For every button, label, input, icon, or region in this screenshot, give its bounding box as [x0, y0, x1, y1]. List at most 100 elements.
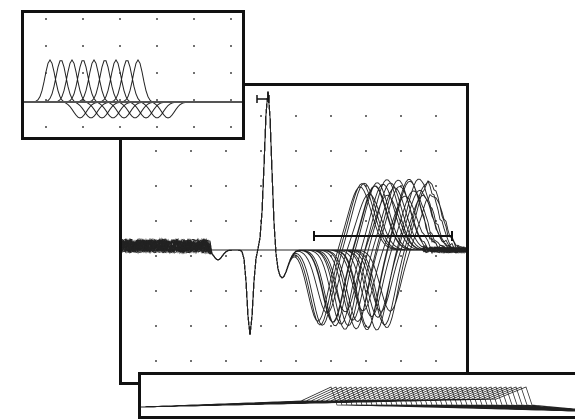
grid-dot	[435, 290, 437, 292]
grid-dot	[156, 18, 158, 20]
grid-dot	[82, 126, 84, 128]
grid-dot	[225, 185, 227, 187]
grid-dot	[45, 99, 47, 101]
grid-dot	[295, 325, 297, 327]
main-traces	[122, 91, 466, 336]
grid-dot	[400, 325, 402, 327]
top-trace	[24, 59, 242, 119]
grid-dot	[400, 290, 402, 292]
top-trace	[24, 59, 242, 119]
grid-dot	[295, 290, 297, 292]
top-trace	[24, 60, 242, 119]
grid-dot	[365, 220, 367, 222]
grid-dot	[230, 99, 232, 101]
grid-dot	[156, 126, 158, 128]
grid-dot	[225, 150, 227, 152]
grid-dot	[156, 99, 158, 101]
top-trace	[24, 60, 242, 119]
grid-dot	[260, 115, 262, 117]
top-inset-panel	[21, 10, 245, 140]
grid-dot	[400, 115, 402, 117]
grid-dot	[330, 115, 332, 117]
grid-dot	[435, 115, 437, 117]
grid-dot	[365, 115, 367, 117]
grid-dot	[193, 45, 195, 47]
grid-dot	[193, 18, 195, 20]
bottom-strip-panel	[138, 372, 575, 419]
top-trace	[24, 60, 242, 119]
grid-dot	[435, 185, 437, 187]
grid-dot	[82, 45, 84, 47]
top-trace	[24, 59, 242, 119]
grid-dot	[260, 185, 262, 187]
grid-dot	[156, 72, 158, 74]
grid-dot	[190, 255, 192, 257]
grid-dot	[225, 360, 227, 362]
grid-dot	[260, 290, 262, 292]
grid-dot	[155, 255, 157, 257]
grid-dot	[190, 325, 192, 327]
grid-dot	[193, 72, 195, 74]
grid-dot	[119, 126, 121, 128]
grid-dot	[45, 45, 47, 47]
range-bar-icon	[313, 231, 453, 241]
grid-dot	[45, 126, 47, 128]
grid-dot	[119, 45, 121, 47]
bottom-traces	[141, 386, 575, 412]
grid-dot	[156, 45, 158, 47]
grid-dot	[330, 325, 332, 327]
grid-dot	[330, 360, 332, 362]
grid-dot	[155, 290, 157, 292]
grid-dot	[45, 18, 47, 20]
grid-dot	[435, 325, 437, 327]
grid-dot	[193, 126, 195, 128]
grid-dot	[82, 18, 84, 20]
grid-dot	[230, 18, 232, 20]
grid-dot	[230, 45, 232, 47]
grid-dot	[155, 325, 157, 327]
grid-dot	[260, 255, 262, 257]
grid-dot	[155, 185, 157, 187]
bottom-trace	[141, 386, 575, 410]
grid-dot	[435, 360, 437, 362]
grid-dot	[295, 115, 297, 117]
grid-dot	[295, 220, 297, 222]
grid-dot	[230, 126, 232, 128]
grid-dot	[400, 360, 402, 362]
bottom-strip-plot	[141, 386, 575, 412]
grid-dot	[365, 150, 367, 152]
grid-dot	[82, 72, 84, 74]
grid-dot	[330, 220, 332, 222]
grid-dot	[190, 185, 192, 187]
grid-dot	[435, 150, 437, 152]
grid-dot	[260, 325, 262, 327]
grid-dot	[193, 99, 195, 101]
grid-dot	[400, 150, 402, 152]
grid-dot	[225, 255, 227, 257]
grid-dot	[155, 360, 157, 362]
grid-dot	[225, 220, 227, 222]
grid-dot	[260, 360, 262, 362]
grid-dot	[230, 72, 232, 74]
grid-dot	[190, 360, 192, 362]
grid-dot	[330, 185, 332, 187]
grid-dot	[295, 185, 297, 187]
top-traces	[24, 59, 242, 119]
main-trace	[122, 91, 466, 336]
grid-dot	[400, 255, 402, 257]
grid-dot	[119, 99, 121, 101]
top-inset-plot	[24, 18, 242, 128]
main-waveform-plot	[122, 91, 466, 362]
top-trace	[24, 59, 242, 119]
top-trace	[24, 60, 242, 119]
cursor-bar-icon	[256, 95, 270, 103]
grid-dot	[295, 360, 297, 362]
grid-dot	[365, 360, 367, 362]
grid-dot	[155, 220, 157, 222]
grid-dot	[330, 150, 332, 152]
grid-dot	[190, 220, 192, 222]
grid-dot	[190, 150, 192, 152]
grid-dot	[190, 290, 192, 292]
grid-dot	[435, 255, 437, 257]
grid-dot	[225, 325, 227, 327]
